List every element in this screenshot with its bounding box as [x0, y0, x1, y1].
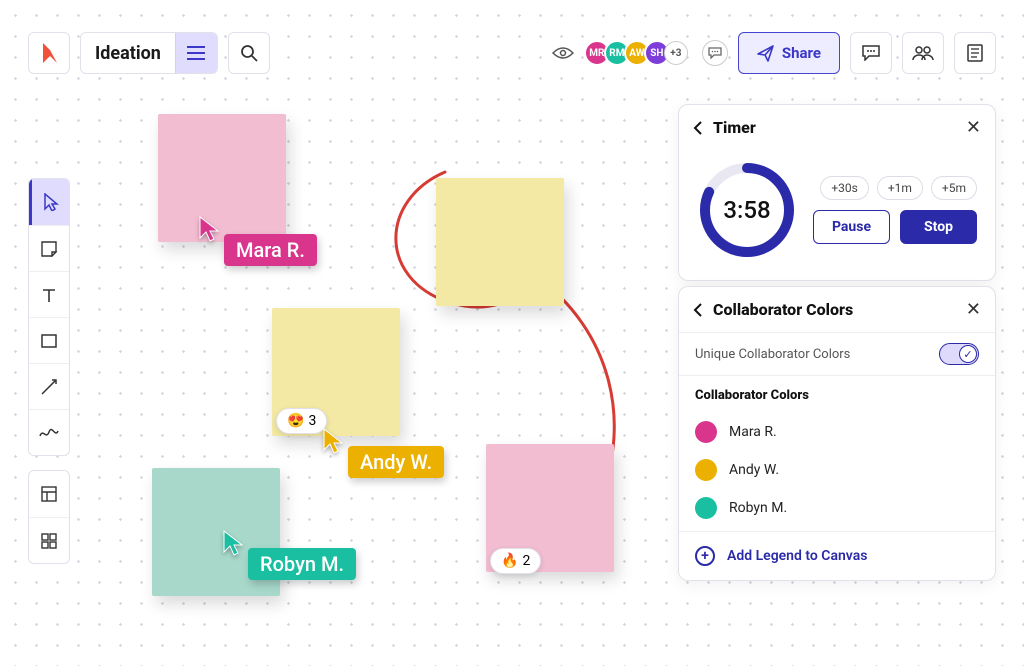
document-chip[interactable]: Ideation	[80, 32, 218, 74]
collaborator-cursor: Andy W.	[322, 428, 444, 478]
cursor-label: Mara R.	[224, 234, 317, 266]
add-legend-label: Add Legend to Canvas	[727, 548, 867, 564]
collaborator-item[interactable]: Robyn M.	[695, 489, 979, 527]
share-button[interactable]: Share	[738, 32, 840, 74]
notes-button[interactable]	[954, 32, 996, 74]
timer-stop-button[interactable]: Stop	[900, 210, 977, 244]
sticky-note[interactable]	[436, 178, 564, 306]
timer-ring: 3:58	[697, 160, 797, 260]
timer-back-icon[interactable]	[693, 121, 703, 135]
comments-button[interactable]	[702, 40, 728, 66]
collaborator-name: Robyn M.	[729, 500, 787, 516]
reaction-emoji: 😍	[287, 413, 304, 429]
cursor-label: Robyn M.	[248, 548, 356, 580]
timer-increment-row: +30s +1m +5m	[813, 176, 977, 200]
reaction-count: 2	[522, 553, 530, 569]
tool-grid[interactable]	[29, 517, 69, 563]
collaborator-name: Mara R.	[729, 424, 777, 440]
color-swatch	[695, 421, 717, 443]
collaborator-panel: Collaborator Colors ✕ Unique Collaborato…	[678, 286, 996, 581]
collaborator-cursor: Mara R.	[198, 216, 317, 266]
document-title: Ideation	[81, 43, 175, 64]
top-bar: Ideation MRRMAWSH+3 Share	[0, 28, 1024, 78]
plus-icon: +	[695, 546, 715, 566]
tool-draw[interactable]	[29, 409, 69, 455]
tool-shape[interactable]	[29, 317, 69, 363]
reaction-badge[interactable]: 🔥2	[490, 548, 541, 574]
share-button-label: Share	[782, 44, 821, 62]
collab-back-icon[interactable]	[693, 303, 703, 317]
timer-increment-button[interactable]: +5m	[931, 176, 977, 200]
timer-panel: Timer ✕ 3:58 +30s +1m +5m Pause Stop	[678, 104, 996, 281]
app-logo[interactable]	[28, 32, 70, 74]
tool-select[interactable]	[29, 179, 69, 225]
color-swatch	[695, 497, 717, 519]
collab-close-icon[interactable]: ✕	[966, 299, 981, 320]
collab-section-heading: Collaborator Colors	[695, 388, 979, 403]
collaborator-avatars[interactable]: MRRMAWSH+3	[584, 40, 688, 66]
collaborator-name: Andy W.	[729, 462, 779, 478]
document-menu-icon[interactable]	[175, 32, 217, 74]
collaborator-item[interactable]: Mara R.	[695, 413, 979, 451]
tool-frame[interactable]	[29, 471, 69, 517]
timer-increment-button[interactable]: +30s	[820, 176, 869, 200]
tool-bar	[28, 178, 70, 564]
reaction-count: 3	[308, 413, 316, 429]
timer-value: 3:58	[697, 160, 797, 260]
paper-plane-icon	[757, 45, 774, 62]
collab-toggle-label: Unique Collaborator Colors	[695, 347, 850, 362]
search-button[interactable]	[228, 32, 270, 74]
collab-unique-toggle[interactable]: ✓	[939, 343, 979, 365]
timer-pause-button[interactable]: Pause	[813, 210, 890, 244]
cursor-label: Andy W.	[348, 446, 444, 478]
chat-button[interactable]	[850, 32, 892, 74]
visibility-icon[interactable]	[552, 46, 574, 60]
reaction-emoji: 🔥	[501, 553, 518, 569]
avatar-overflow[interactable]: +3	[664, 41, 688, 65]
add-legend-button[interactable]: + Add Legend to Canvas	[679, 531, 995, 580]
timer-close-icon[interactable]: ✕	[966, 117, 981, 138]
tool-text[interactable]	[29, 271, 69, 317]
timer-increment-button[interactable]: +1m	[877, 176, 923, 200]
tool-sticky[interactable]	[29, 225, 69, 271]
tool-line[interactable]	[29, 363, 69, 409]
reaction-badge[interactable]: 😍3	[276, 408, 327, 434]
color-swatch	[695, 459, 717, 481]
collaborator-item[interactable]: Andy W.	[695, 451, 979, 489]
collaborator-cursor: Robyn M.	[222, 530, 356, 580]
collab-panel-title: Collaborator Colors	[713, 300, 853, 319]
people-button[interactable]	[902, 32, 944, 74]
timer-panel-title: Timer	[713, 118, 756, 137]
